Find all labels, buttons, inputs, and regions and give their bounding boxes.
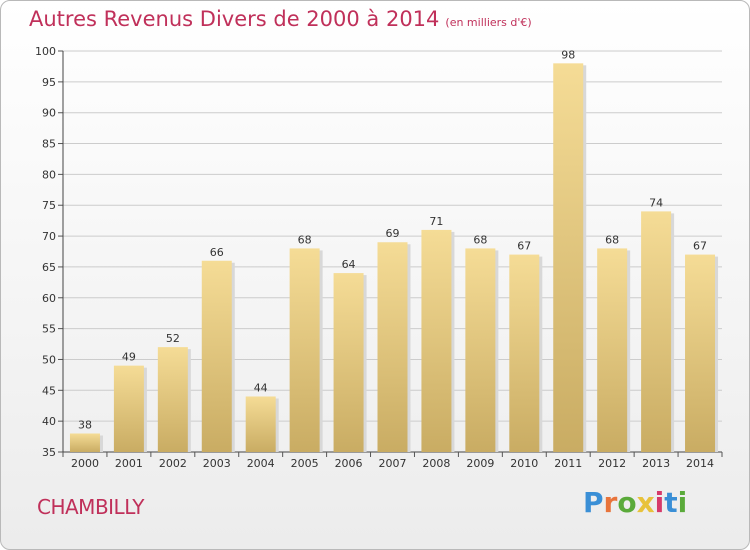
- bar-value-label: 44: [254, 381, 268, 394]
- y-tick-label: 45: [42, 384, 56, 397]
- y-tick-label: 100: [35, 45, 56, 58]
- logo-letter: o: [617, 486, 637, 519]
- y-tick-label: 85: [42, 138, 56, 151]
- bar-value-label: 68: [605, 233, 619, 246]
- x-tick-label: 2006: [335, 457, 363, 470]
- chart-title-text: Autres Revenus Divers de 2000 à 2014: [29, 7, 440, 31]
- logo-letter: x: [636, 486, 655, 519]
- y-tick-label: 35: [42, 446, 56, 459]
- logo-letter: P: [583, 486, 604, 519]
- logo-letter: r: [603, 486, 618, 519]
- y-tick-label: 55: [42, 323, 56, 336]
- bar: [553, 63, 584, 452]
- bar: [377, 242, 408, 452]
- bar: [685, 254, 716, 452]
- bar-value-label: 69: [386, 227, 400, 240]
- chart-title: Autres Revenus Divers de 2000 à 2014 (en …: [29, 7, 532, 31]
- bar-value-label: 68: [473, 233, 487, 246]
- bar: [245, 396, 276, 452]
- x-tick-label: 2012: [598, 457, 626, 470]
- bar-value-label: 67: [517, 240, 531, 253]
- x-tick-label: 2007: [379, 457, 407, 470]
- bar-value-label: 64: [342, 258, 356, 271]
- x-tick-label: 2008: [422, 457, 450, 470]
- city-name: CHAMBILLY: [37, 495, 144, 519]
- x-tick-label: 2004: [247, 457, 275, 470]
- bar-value-label: 49: [122, 351, 136, 364]
- bar: [201, 260, 232, 452]
- y-tick-label: 90: [42, 107, 56, 120]
- y-tick-label: 80: [42, 168, 56, 181]
- bar: [69, 433, 100, 452]
- y-tick-label: 50: [42, 353, 56, 366]
- y-tick-label: 70: [42, 230, 56, 243]
- x-tick-label: 2010: [510, 457, 538, 470]
- logo-letter: i: [654, 486, 665, 519]
- x-tick-label: 2001: [115, 457, 143, 470]
- x-tick-label: 2013: [642, 457, 670, 470]
- logo-letter: t: [664, 486, 678, 519]
- x-tick-label: 2005: [291, 457, 319, 470]
- bar: [333, 273, 364, 452]
- x-tick-label: 2003: [203, 457, 231, 470]
- bar-value-label: 52: [166, 332, 180, 345]
- x-tick-label: 2011: [554, 457, 582, 470]
- x-tick-label: 2000: [71, 457, 99, 470]
- y-tick-label: 65: [42, 261, 56, 274]
- bar-value-label: 74: [649, 196, 663, 209]
- bar-value-label: 68: [298, 233, 312, 246]
- x-tick-label: 2002: [159, 457, 187, 470]
- bar-value-label: 98: [561, 48, 575, 61]
- chart-subtitle: (en milliers d'€): [445, 16, 532, 29]
- bar-value-label: 66: [210, 246, 224, 259]
- bar-value-label: 71: [429, 215, 443, 228]
- bar: [157, 347, 188, 452]
- bar: [641, 211, 672, 452]
- bar-value-label: 67: [693, 240, 707, 253]
- bar: [289, 248, 320, 452]
- bar: [113, 365, 144, 452]
- logo-letter: i: [677, 486, 688, 519]
- y-tick-label: 60: [42, 292, 56, 305]
- bar: [421, 229, 452, 452]
- y-tick-label: 95: [42, 76, 56, 89]
- bar: [465, 248, 496, 452]
- bar-value-label: 38: [78, 418, 92, 431]
- x-tick-label: 2009: [466, 457, 494, 470]
- y-tick-label: 40: [42, 415, 56, 428]
- proxiti-logo: Proxiti: [583, 486, 687, 519]
- y-tick-label: 75: [42, 199, 56, 212]
- bar: [597, 248, 628, 452]
- bar: [509, 254, 540, 452]
- x-tick-label: 2014: [686, 457, 714, 470]
